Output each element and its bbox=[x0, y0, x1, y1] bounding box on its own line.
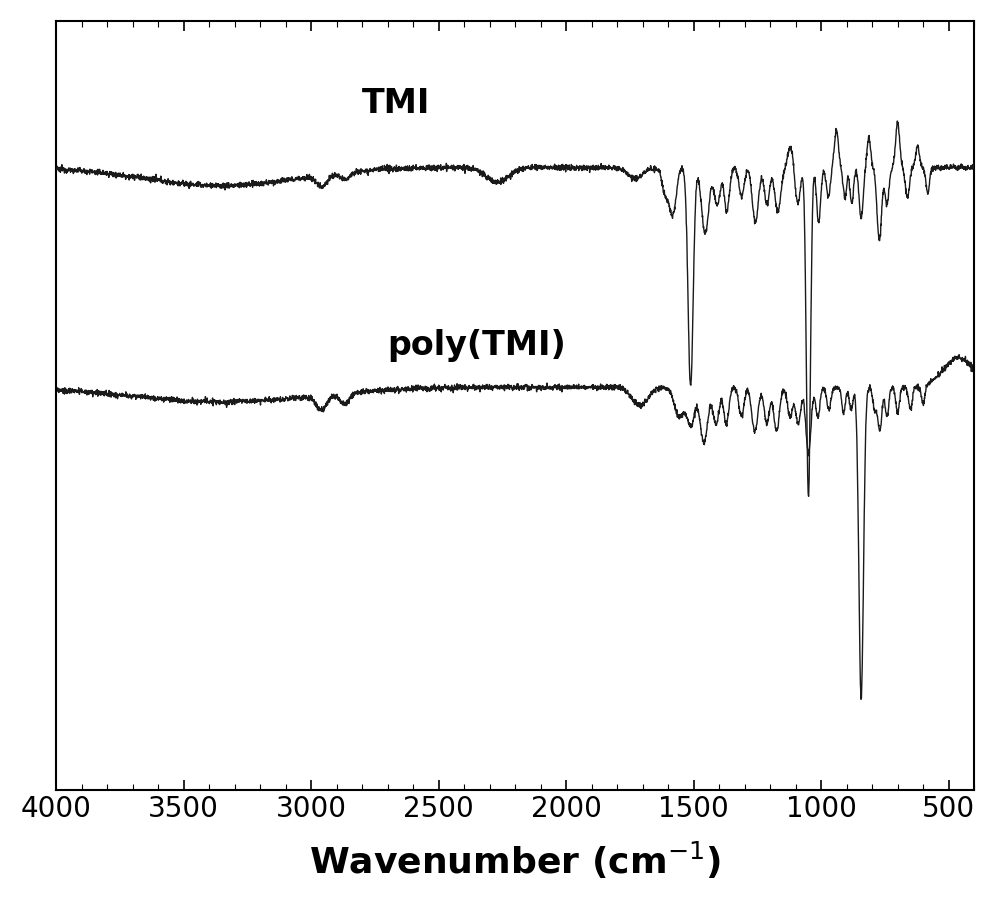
Text: poly(TMI): poly(TMI) bbox=[388, 328, 566, 362]
Text: TMI: TMI bbox=[362, 87, 431, 120]
X-axis label: Wavenumber (cm$^{-1}$): Wavenumber (cm$^{-1}$) bbox=[309, 840, 721, 881]
